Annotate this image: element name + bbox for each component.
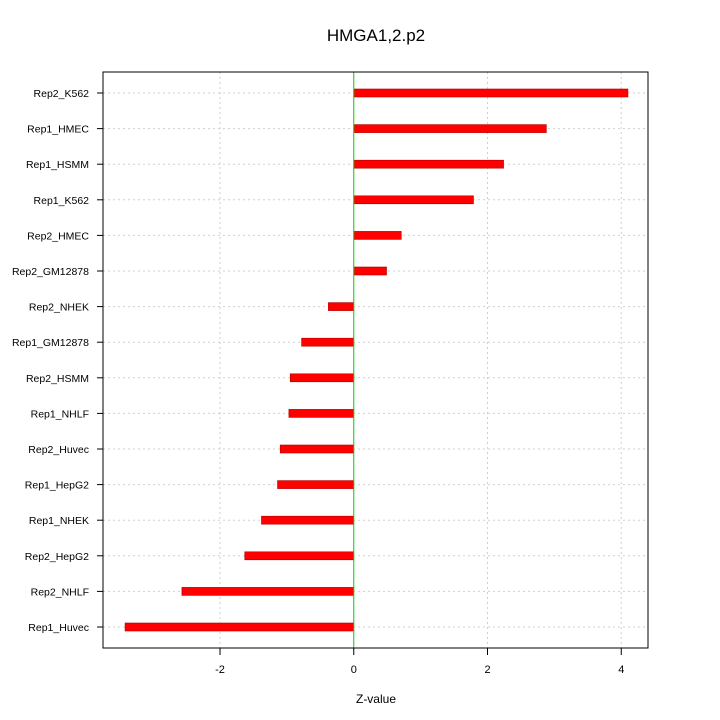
- category-label: Rep2_Huvec: [28, 444, 89, 456]
- bar: [353, 124, 547, 133]
- category-label: Rep1_HSMM: [26, 159, 89, 171]
- bar: [261, 515, 355, 525]
- bar: [301, 337, 355, 347]
- bar: [353, 88, 629, 98]
- category-label: Rep2_HepG2: [25, 551, 89, 563]
- bar: [353, 231, 402, 240]
- bar: [277, 480, 355, 489]
- bar: [124, 622, 355, 632]
- x-tick-label: 0: [351, 664, 357, 676]
- category-label: Rep1_HepG2: [25, 480, 89, 492]
- category-label: Rep1_HMEC: [27, 124, 89, 136]
- category-label: Rep2_HSMM: [26, 373, 89, 385]
- category-label: Rep2_NHLF: [31, 586, 89, 598]
- bar: [353, 195, 474, 205]
- x-axis-label: Z-value: [356, 692, 396, 706]
- category-label: Rep1_NHLF: [31, 408, 89, 420]
- category-label: Rep1_K562: [34, 195, 90, 207]
- bar: [244, 551, 355, 561]
- category-label: Rep2_K562: [34, 88, 90, 100]
- plot-frame: [102, 71, 649, 649]
- bar: [181, 587, 355, 596]
- grid-lines: [103, 72, 648, 648]
- x-tick-label: 4: [618, 664, 624, 676]
- bar: [328, 302, 355, 311]
- bar: [288, 409, 355, 418]
- category-label: Rep1_Huvec: [28, 622, 89, 634]
- bar: [353, 159, 504, 169]
- bar: [279, 444, 355, 454]
- x-tick-label: 2: [484, 664, 490, 676]
- category-label: Rep2_HMEC: [27, 230, 89, 242]
- category-label: Rep2_GM12878: [12, 266, 89, 278]
- bars: [124, 88, 629, 632]
- y-axis-labels: Rep2_K562 Rep1_HMEC Rep1_HSMM Rep1_K562 Rep2…: [12, 88, 103, 634]
- x-axis: -2 0 2 4: [215, 647, 624, 676]
- x-tick-label: -2: [215, 664, 225, 676]
- category-label: Rep1_GM12878: [12, 337, 89, 349]
- bar: [353, 266, 387, 276]
- category-label: Rep2_NHEK: [29, 302, 89, 314]
- bar: [289, 373, 355, 383]
- chart-title: HMGA1,2.p2: [327, 26, 425, 45]
- category-label: Rep1_NHEK: [29, 515, 89, 527]
